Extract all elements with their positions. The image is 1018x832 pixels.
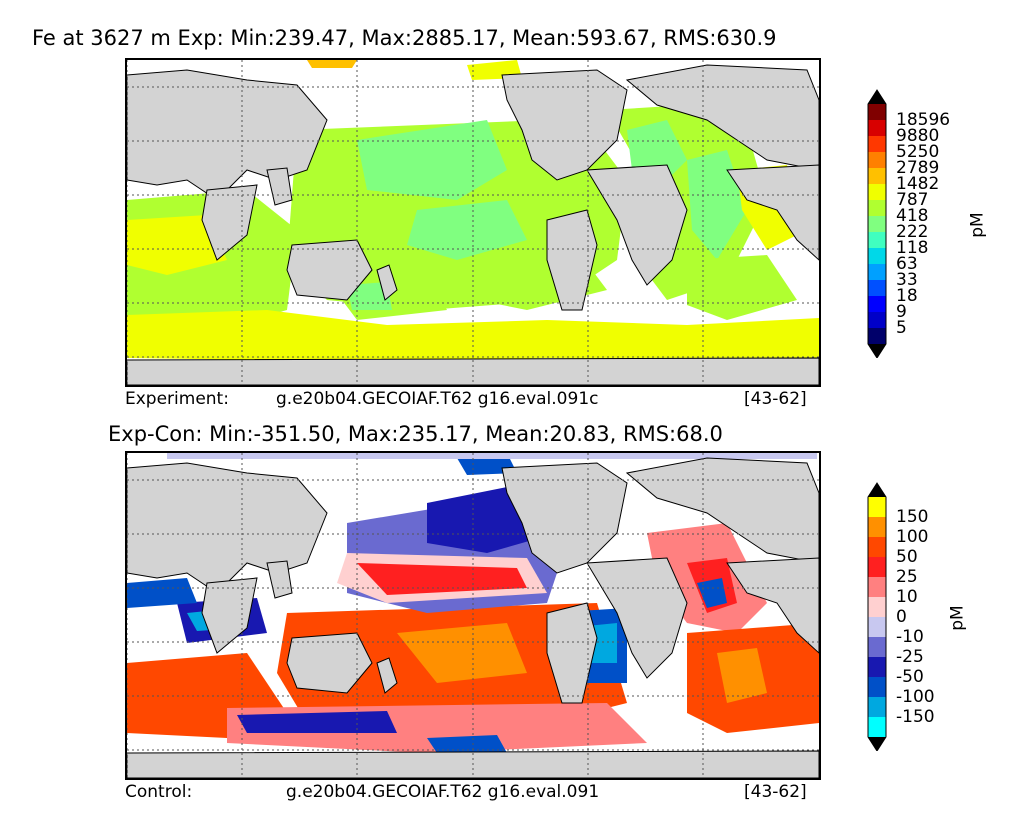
colorbar-tick-label: 9 [896,302,907,322]
colorbar-segment [868,248,886,264]
colorbar-tick-label: 5250 [896,142,940,162]
colorbar-segment [868,637,886,657]
colorbar-tick-label: 418 [896,206,929,226]
colorbar-tick-label: 222 [896,222,929,242]
colorbar-tick-label: 25 [896,567,918,587]
colorbar-segment [868,120,886,136]
colorbar-tick-label: -25 [896,647,924,667]
colorbar-tick-label: 2789 [896,158,940,178]
colorbar-tick-label: -10 [896,627,924,647]
top-colorbar [867,89,887,358]
top-map [125,58,821,387]
colorbar-extend-max [868,483,886,497]
colorbar-tick-label: 50 [896,547,918,567]
colorbar-segment [868,497,886,517]
colorbar-extend-max [868,90,886,104]
top-footer-years: [43-62] [744,389,807,409]
colorbar-segment [868,537,886,557]
bottom-graticule [127,453,819,778]
top-colorbar-unit: pM [967,212,988,238]
colorbar-segment [868,280,886,296]
colorbar-segment [868,312,886,328]
colorbar-segment [868,597,886,617]
bottom-colorbar-unit: pM [947,605,968,631]
colorbar-segment [868,104,886,120]
colorbar-tick-label: 1482 [896,174,940,194]
colorbar-tick-label: 787 [896,190,929,210]
top-map-title: Fe at 3627 m Exp: Min:239.47, Max:2885.1… [32,26,777,50]
bottom-colorbar-ticks: -150 -100 -50 -25 -10 0 10 25 50 100 150 [896,497,986,737]
colorbar-segment [868,557,886,577]
colorbar-tick-label: 18596 [896,110,951,130]
colorbar-tick-label: 18 [896,286,918,306]
colorbar-tick-label: 63 [896,254,918,274]
top-footer-case: g.e20b04.GECOIAF.T62 g16.eval.091c [276,389,599,409]
bottom-footer-case: g.e20b04.GECOIAF.T62 g16.eval.091 [286,782,600,802]
bottom-map [125,451,821,780]
colorbar-segment [868,577,886,597]
colorbar-tick-label: 9880 [896,126,940,146]
colorbar-segment [868,677,886,697]
colorbar-segment [868,168,886,184]
colorbar-tick-label: -150 [896,707,935,727]
top-graticule [127,60,819,385]
colorbar-tick-label: 33 [896,270,918,290]
colorbar-tick-label: 0 [896,607,907,627]
colorbar-segment [868,697,886,717]
colorbar-extend-min [868,737,886,751]
colorbar-tick-label: 10 [896,587,918,607]
colorbar-segment [868,184,886,200]
colorbar-tick-label: -100 [896,687,935,707]
colorbar-tick-label: 100 [896,527,929,547]
bottom-footer-label: Control: [125,782,193,802]
colorbar-segment [868,200,886,216]
top-footer-label: Experiment: [125,389,229,409]
bottom-map-canvas [127,453,819,778]
colorbar-tick-label: 118 [896,238,929,258]
bottom-footer-years: [43-62] [744,782,807,802]
colorbar-segment [868,657,886,677]
colorbar-segment [868,296,886,312]
colorbar-segment [868,328,886,344]
colorbar-segment [868,517,886,537]
colorbar-extend-min [868,344,886,358]
colorbar-segment [868,232,886,248]
bottom-colorbar [867,482,887,751]
top-map-canvas [127,60,819,385]
colorbar-tick-label: -50 [896,667,924,687]
colorbar-frame [867,482,887,751]
top-colorbar-ticks: 5 9 18 33 63 118 222 418 787 1482 2789 5250 9880 1859… [896,104,986,344]
colorbar-tick-label: 5 [896,318,907,338]
colorbar-segment [868,264,886,280]
colorbar-segment [868,717,886,737]
colorbar-tick-label: 150 [896,507,929,527]
colorbar-segment [868,136,886,152]
colorbar-segment [868,216,886,232]
bottom-map-title: Exp-Con: Min:-351.50, Max:235.17, Mean:2… [108,422,723,446]
colorbar-frame [867,89,887,358]
colorbar-segment [868,152,886,168]
colorbar-segment [868,617,886,637]
